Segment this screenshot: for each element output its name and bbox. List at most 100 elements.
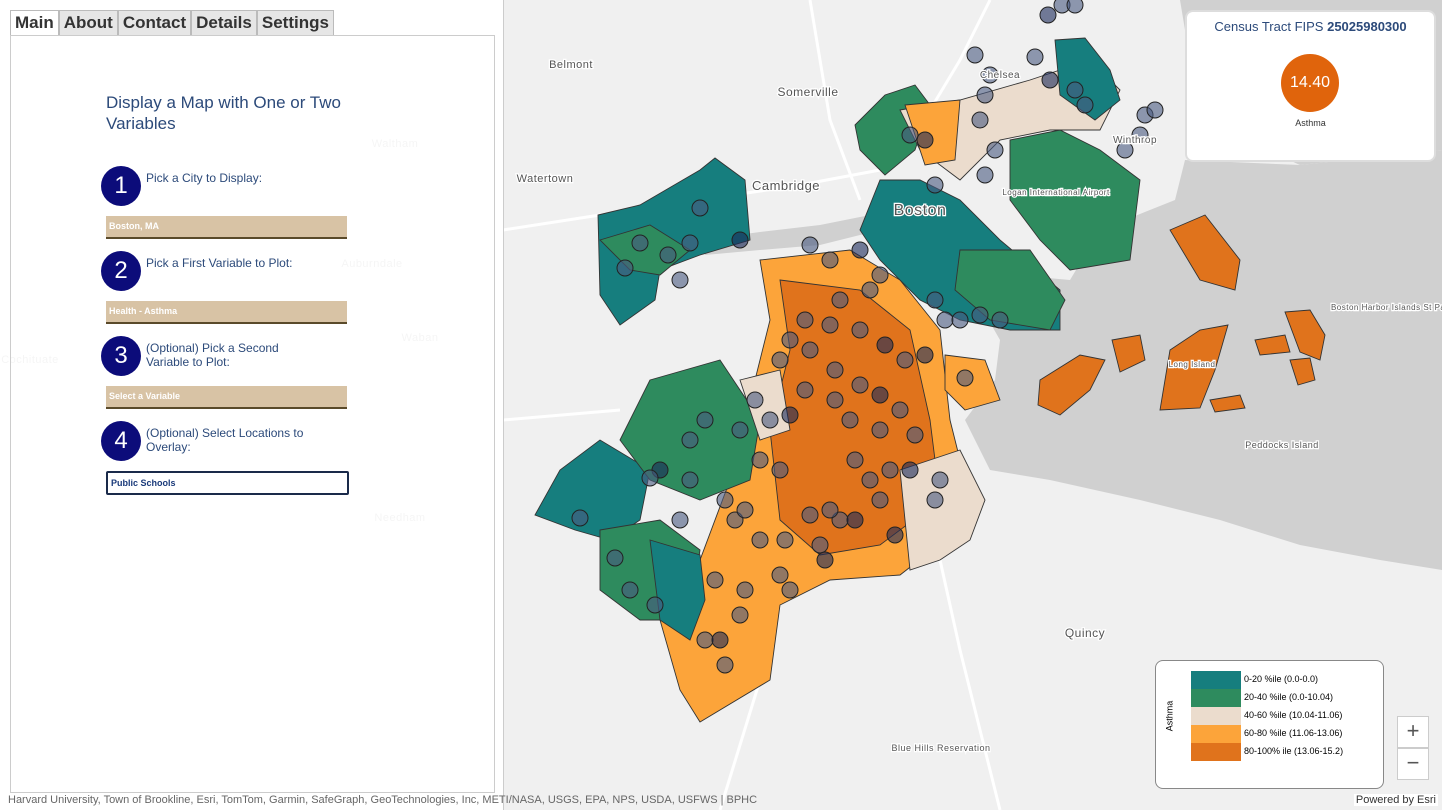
school-marker[interactable] [751, 451, 769, 469]
school-marker[interactable] [831, 291, 849, 309]
school-marker[interactable] [881, 461, 899, 479]
school-marker[interactable] [931, 471, 949, 489]
school-marker[interactable] [771, 461, 789, 479]
school-marker[interactable] [1116, 141, 1134, 159]
school-marker[interactable] [916, 346, 934, 364]
school-marker[interactable] [926, 176, 944, 194]
school-marker[interactable] [876, 336, 894, 354]
school-marker[interactable] [971, 111, 989, 129]
school-marker[interactable] [976, 86, 994, 104]
school-marker[interactable] [861, 471, 879, 489]
tab[interactable]: About [58, 10, 118, 35]
school-marker[interactable] [851, 241, 869, 259]
school-marker[interactable] [976, 166, 994, 184]
school-marker[interactable] [631, 234, 649, 252]
school-marker[interactable] [801, 506, 819, 524]
school-marker[interactable] [736, 501, 754, 519]
school-marker[interactable] [731, 231, 749, 249]
school-marker[interactable] [901, 126, 919, 144]
school-marker[interactable] [716, 491, 734, 509]
school-marker[interactable] [731, 421, 749, 439]
school-marker[interactable] [796, 381, 814, 399]
school-marker[interactable] [771, 566, 789, 584]
school-marker[interactable] [706, 571, 724, 589]
dropdown[interactable]: Boston, MA [106, 216, 347, 239]
school-marker[interactable] [986, 141, 1004, 159]
school-marker[interactable] [886, 526, 904, 544]
school-marker[interactable] [781, 331, 799, 349]
school-marker[interactable] [736, 581, 754, 599]
school-marker[interactable] [751, 531, 769, 549]
school-marker[interactable] [871, 386, 889, 404]
school-marker[interactable] [796, 311, 814, 329]
school-marker[interactable] [696, 411, 714, 429]
school-marker[interactable] [1146, 101, 1164, 119]
school-marker[interactable] [981, 66, 999, 84]
school-marker[interactable] [671, 271, 689, 289]
zoom-out[interactable]: − [1397, 748, 1429, 780]
tab[interactable]: Contact [117, 10, 192, 35]
school-marker[interactable] [711, 631, 729, 649]
school-marker[interactable] [1076, 96, 1094, 114]
dropdown[interactable]: Health - Asthma [106, 301, 347, 324]
school-marker[interactable] [891, 401, 909, 419]
school-marker[interactable] [851, 376, 869, 394]
school-marker[interactable] [816, 551, 834, 569]
school-marker[interactable] [681, 431, 699, 449]
school-marker[interactable] [846, 451, 864, 469]
school-marker[interactable] [781, 581, 799, 599]
school-marker[interactable] [861, 281, 879, 299]
school-marker[interactable] [1066, 81, 1084, 99]
school-marker[interactable] [826, 391, 844, 409]
school-marker[interactable] [691, 199, 709, 217]
school-marker[interactable] [1039, 6, 1057, 24]
school-marker[interactable] [761, 411, 779, 429]
school-marker[interactable] [606, 549, 624, 567]
school-marker[interactable] [811, 536, 829, 554]
school-marker[interactable] [641, 469, 659, 487]
school-marker[interactable] [746, 391, 764, 409]
school-marker[interactable] [966, 46, 984, 64]
school-marker[interactable] [846, 511, 864, 529]
school-marker[interactable] [926, 291, 944, 309]
school-marker[interactable] [926, 491, 944, 509]
school-marker[interactable] [896, 351, 914, 369]
dropdown[interactable]: Select a Variable [106, 386, 347, 409]
school-marker[interactable] [871, 491, 889, 509]
school-marker[interactable] [1066, 0, 1084, 14]
school-marker[interactable] [851, 321, 869, 339]
school-marker[interactable] [1026, 48, 1044, 66]
zoom-in[interactable]: + [1397, 716, 1429, 748]
tab[interactable]: Main [10, 10, 59, 35]
tab[interactable]: Settings [256, 10, 334, 35]
school-marker[interactable] [1131, 126, 1149, 144]
school-marker[interactable] [991, 311, 1009, 329]
school-marker[interactable] [821, 251, 839, 269]
school-marker[interactable] [781, 406, 799, 424]
school-marker[interactable] [821, 316, 839, 334]
school-marker[interactable] [936, 311, 954, 329]
school-marker[interactable] [646, 596, 664, 614]
school-marker[interactable] [671, 511, 689, 529]
dropdown[interactable]: Public Schools [106, 471, 349, 495]
school-marker[interactable] [901, 461, 919, 479]
school-marker[interactable] [716, 656, 734, 674]
school-marker[interactable] [776, 531, 794, 549]
school-marker[interactable] [659, 246, 677, 264]
school-marker[interactable] [621, 581, 639, 599]
school-marker[interactable] [841, 411, 859, 429]
school-marker[interactable] [801, 236, 819, 254]
school-marker[interactable] [681, 234, 699, 252]
school-marker[interactable] [971, 306, 989, 324]
school-marker[interactable] [616, 259, 634, 277]
school-marker[interactable] [731, 606, 749, 624]
school-marker[interactable] [906, 426, 924, 444]
tab[interactable]: Details [191, 10, 257, 35]
school-marker[interactable] [956, 369, 974, 387]
school-marker[interactable] [681, 471, 699, 489]
school-marker[interactable] [871, 421, 889, 439]
school-marker[interactable] [871, 266, 889, 284]
school-marker[interactable] [951, 311, 969, 329]
school-marker[interactable] [826, 361, 844, 379]
school-marker[interactable] [696, 631, 714, 649]
